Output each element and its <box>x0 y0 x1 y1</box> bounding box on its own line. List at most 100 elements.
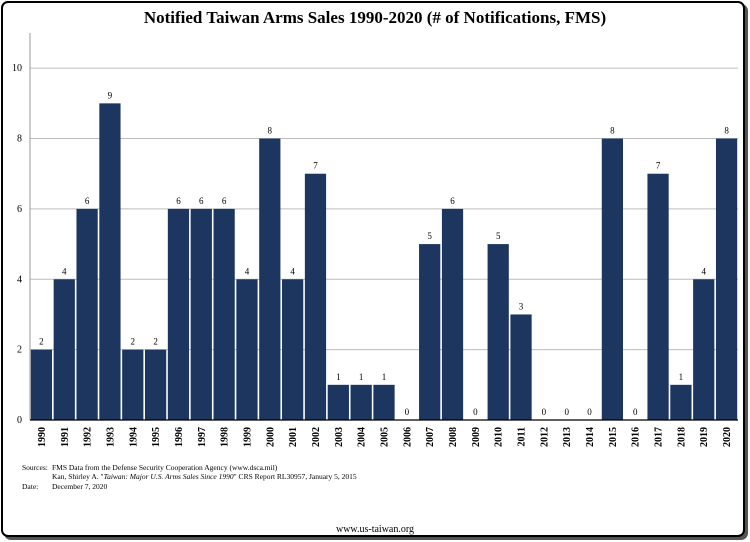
x-tick-label: 2011 <box>517 427 528 446</box>
date-label: Date: <box>22 482 39 491</box>
sources-text-1: FMS Data from the Defense Security Coope… <box>52 463 278 472</box>
bar <box>327 384 349 420</box>
data-label: 1 <box>359 372 364 382</box>
bar <box>510 314 532 420</box>
sources-line-1: Sources: FMS Data from the Defense Securi… <box>22 463 277 472</box>
sources-text-2-italic: Taiwan: Major U.S. Arms Sales Since 1990 <box>103 472 234 481</box>
x-tick-label: 2001 <box>288 427 299 447</box>
x-tick-label: 1993 <box>105 427 116 447</box>
data-label: 5 <box>427 231 432 241</box>
data-label: 1 <box>382 372 387 382</box>
bar-chart: 0246810219904199161992919932199421995619… <box>12 33 738 447</box>
data-label: 0 <box>473 407 478 417</box>
bar <box>693 279 715 420</box>
date-line: Date: December 7, 2020 <box>22 482 107 491</box>
data-label: 4 <box>62 266 67 276</box>
bar <box>670 384 692 420</box>
bar <box>53 279 75 420</box>
data-label: 6 <box>85 196 90 206</box>
x-tick-label: 2019 <box>699 427 710 447</box>
y-tick-label: 2 <box>17 345 22 356</box>
x-tick-label: 2000 <box>265 427 276 447</box>
x-tick-label: 2016 <box>631 427 642 447</box>
data-label: 4 <box>701 266 706 276</box>
x-tick-label: 2017 <box>654 427 665 447</box>
data-label: 2 <box>131 337 136 347</box>
data-label: 6 <box>450 196 455 206</box>
x-tick-label: 1995 <box>151 427 162 447</box>
bar <box>259 138 281 420</box>
y-tick-label: 4 <box>17 274 22 285</box>
sources-line-2: Kan, Shirley A. "Taiwan: Major U.S. Arms… <box>22 472 357 481</box>
bar <box>441 208 464 420</box>
data-label: 4 <box>245 266 250 276</box>
bar <box>282 279 304 420</box>
data-label: 6 <box>176 196 181 206</box>
data-label: 8 <box>724 126 729 136</box>
x-tick-label: 2008 <box>448 427 459 447</box>
bar <box>236 279 258 420</box>
data-label: 1 <box>336 372 341 382</box>
bar <box>30 349 53 420</box>
data-label: 2 <box>153 337 158 347</box>
date-value: December 7, 2020 <box>52 482 108 491</box>
bar <box>99 103 121 420</box>
x-tick-label: 2005 <box>380 427 391 447</box>
data-label: 0 <box>633 407 638 417</box>
y-tick-label: 10 <box>12 63 22 74</box>
x-tick-label: 2012 <box>539 427 550 447</box>
bar <box>647 173 669 420</box>
x-tick-label: 2004 <box>357 427 368 447</box>
data-label: 4 <box>290 266 295 276</box>
bar <box>213 208 235 420</box>
data-label: 2 <box>39 337 44 347</box>
bar <box>419 244 441 420</box>
x-tick-label: 2014 <box>585 427 596 447</box>
data-label: 0 <box>587 407 592 417</box>
sources-label: Sources: <box>22 463 48 472</box>
data-label: 7 <box>656 161 661 171</box>
data-label: 5 <box>496 231 501 241</box>
x-tick-label: 1991 <box>60 427 71 447</box>
x-tick-label: 2013 <box>562 427 573 447</box>
data-label: 9 <box>108 90 113 100</box>
x-tick-label: 1992 <box>83 427 94 447</box>
x-tick-label: 1999 <box>242 427 253 447</box>
x-tick-label: 2002 <box>311 427 322 447</box>
data-label: 6 <box>222 196 227 206</box>
bar <box>190 208 212 420</box>
x-tick-label: 1996 <box>174 427 185 447</box>
bar <box>601 138 624 420</box>
x-tick-label: 1990 <box>37 427 48 447</box>
x-tick-label: 1998 <box>220 427 231 447</box>
bar <box>167 208 190 420</box>
data-label: 7 <box>313 161 318 171</box>
bar <box>144 349 167 420</box>
sources-text-2-suffix: " CRS Report RL30957, January 5, 2015 <box>233 472 357 481</box>
x-tick-label: 2020 <box>722 427 733 447</box>
bar <box>122 349 144 420</box>
footer-url[interactable]: www.us-taiwan.org <box>335 524 415 535</box>
x-tick-label: 2010 <box>494 427 505 447</box>
x-tick-label: 1997 <box>197 427 208 447</box>
x-tick-label: 2015 <box>608 427 619 447</box>
data-label: 3 <box>519 301 524 311</box>
y-tick-label: 8 <box>17 134 22 145</box>
chart-title: Notified Taiwan Arms Sales 1990-2020 (# … <box>143 8 607 27</box>
x-tick-label: 2009 <box>471 427 482 447</box>
data-label: 8 <box>610 126 615 136</box>
bar <box>373 384 395 420</box>
x-tick-label: 1994 <box>128 427 139 447</box>
y-tick-label: 6 <box>17 204 22 215</box>
bar <box>487 244 509 420</box>
data-label: 0 <box>564 407 569 417</box>
y-tick-label: 0 <box>17 415 22 426</box>
data-label: 8 <box>268 126 273 136</box>
x-tick-label: 2003 <box>334 427 345 447</box>
data-label: 6 <box>199 196 204 206</box>
x-tick-label: 2018 <box>676 427 687 447</box>
x-tick-label: 2007 <box>425 427 436 447</box>
data-label: 1 <box>679 372 684 382</box>
data-label: 0 <box>405 407 410 417</box>
x-tick-label: 2006 <box>402 427 413 447</box>
